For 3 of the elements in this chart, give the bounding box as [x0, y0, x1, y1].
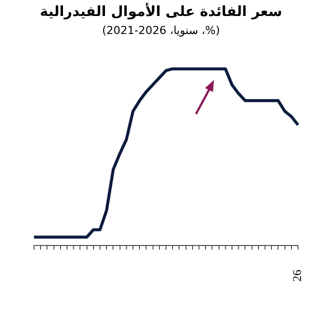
chart-subtitle: (%، سنويا، 2026-2021)	[101, 24, 221, 37]
chart-title: سعر الفائدة على الأموال الفيدرالية	[38, 4, 284, 20]
text: 26	[290, 270, 304, 282]
